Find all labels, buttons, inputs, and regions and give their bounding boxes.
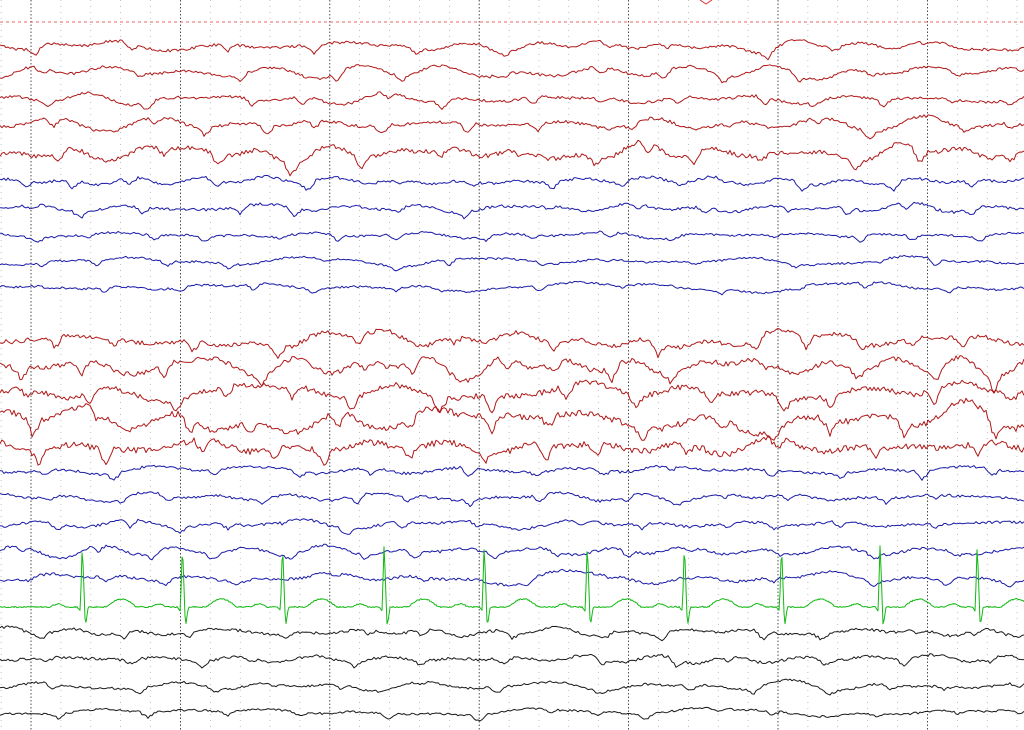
channel-traces [0, 39, 1024, 722]
eeg-trace-23 [0, 653, 1024, 669]
eeg-trace-4 [0, 114, 1024, 140]
eeg-trace-14 [0, 397, 1024, 441]
eeg-trace-5 [0, 139, 1024, 177]
eeg-trace-8 [0, 230, 1024, 243]
eeg-trace-6 [0, 174, 1024, 192]
eeg-trace-16 [0, 464, 1024, 481]
eeg-trace-24 [0, 678, 1024, 696]
eeg-trace-9 [0, 254, 1024, 272]
eeg-trace-10 [0, 280, 1024, 296]
eeg-trace-7 [0, 201, 1024, 220]
eeg-trace-17 [0, 491, 1024, 508]
eeg-trace-15 [0, 435, 1024, 466]
eeg-trace-3 [0, 91, 1024, 110]
eeg-trace-19 [0, 543, 1024, 561]
marker-flag-icon [699, 0, 713, 5]
eeg-trace-2 [0, 64, 1024, 84]
eeg-trace-20 [0, 568, 1024, 588]
event-marker [0, 0, 1024, 23]
ecg-trace [0, 545, 1024, 625]
eeg-trace-22 [0, 625, 1024, 642]
eeg-trace-1 [0, 39, 1024, 61]
eeg-trace-11 [0, 328, 1024, 359]
eeg-trace-12 [0, 355, 1024, 393]
eeg-trace-13 [0, 379, 1024, 414]
eeg-trace-18 [0, 518, 1024, 535]
eeg-trace-25 [0, 706, 1024, 722]
